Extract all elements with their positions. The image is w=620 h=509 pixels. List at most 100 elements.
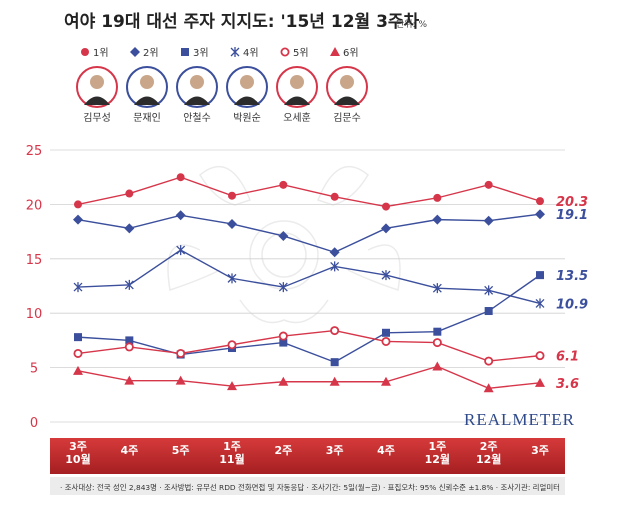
end-value-label: 6.1 bbox=[556, 350, 579, 365]
data-point bbox=[227, 381, 237, 391]
data-point bbox=[176, 245, 186, 256]
data-point bbox=[227, 218, 237, 229]
x-tick-label: 3주 bbox=[69, 440, 87, 453]
data-point bbox=[175, 375, 186, 385]
legend-name: 박원순 bbox=[233, 112, 261, 124]
end-value-label: 10.9 bbox=[556, 297, 588, 312]
legend-marker bbox=[81, 48, 89, 56]
data-point bbox=[382, 202, 390, 211]
data-point bbox=[124, 342, 134, 352]
data-point bbox=[278, 331, 288, 341]
series-문재인: 19.1 bbox=[73, 208, 588, 258]
end-value-label: 13.5 bbox=[556, 269, 588, 284]
data-point bbox=[74, 200, 82, 209]
series-line bbox=[77, 213, 541, 254]
data-point bbox=[484, 285, 494, 296]
data-point bbox=[176, 348, 186, 358]
data-point bbox=[330, 192, 339, 201]
data-point bbox=[535, 209, 545, 220]
avatar-face bbox=[90, 75, 104, 89]
data-point bbox=[433, 193, 442, 202]
series-김문수: 3.6 bbox=[73, 361, 579, 393]
avatar-body bbox=[234, 96, 260, 105]
avatar-body bbox=[334, 96, 360, 105]
x-tick-label: 2주 bbox=[480, 440, 498, 453]
legend-marker bbox=[280, 47, 290, 57]
data-point bbox=[432, 214, 443, 225]
avatar-body bbox=[284, 96, 310, 105]
data-point bbox=[381, 376, 391, 386]
legend-rank: 4위 bbox=[243, 46, 259, 59]
data-point bbox=[432, 283, 442, 294]
data-point bbox=[535, 377, 545, 387]
legend-marker bbox=[330, 47, 340, 56]
footnote: · 조사대상: 전국 성인 2,843명 · 조사방법: 유무선 RDD 전화면… bbox=[60, 483, 560, 492]
series-박원순: 10.9 bbox=[73, 245, 588, 312]
data-point bbox=[125, 189, 134, 198]
data-point bbox=[329, 247, 340, 258]
legend-rank: 5위 bbox=[293, 46, 309, 59]
legend-name: 문재인 bbox=[133, 112, 161, 124]
y-tick-label: 5 bbox=[30, 362, 38, 377]
x-tick-label: 11월 bbox=[219, 452, 244, 466]
data-point bbox=[278, 230, 289, 241]
data-point bbox=[330, 326, 340, 336]
unit-label: 단위: % bbox=[396, 19, 427, 30]
data-point bbox=[73, 282, 83, 293]
avatar-face bbox=[140, 75, 154, 89]
x-tick-label: 3주 bbox=[531, 444, 549, 457]
legend-rank: 1위 bbox=[93, 46, 109, 59]
data-point bbox=[381, 270, 391, 281]
legend-rank: 2위 bbox=[143, 46, 159, 59]
legend-name: 안철수 bbox=[183, 112, 211, 124]
x-tick-label: 5주 bbox=[172, 444, 190, 457]
series-line bbox=[77, 274, 541, 363]
data-point bbox=[432, 361, 443, 371]
data-point bbox=[278, 282, 288, 293]
grid bbox=[50, 149, 565, 423]
data-point bbox=[175, 210, 186, 221]
series-안철수: 13.5 bbox=[74, 269, 588, 367]
chart-title: 여야 19대 대선 주자 지지도: '15년 12월 3주차 bbox=[64, 12, 420, 32]
data-point bbox=[73, 365, 83, 375]
data-point bbox=[124, 279, 134, 290]
y-tick-label: 0 bbox=[30, 416, 38, 431]
data-point bbox=[125, 336, 134, 345]
x-tick-label: 12월 bbox=[425, 452, 450, 466]
series-layer: 20.319.1 13.5 10.9 6.1 3.6 bbox=[73, 173, 588, 393]
data-point bbox=[176, 173, 185, 182]
avatar-face bbox=[340, 75, 354, 89]
data-point bbox=[228, 191, 236, 200]
avatar-body bbox=[134, 96, 160, 105]
series-오세훈: 6.1 bbox=[73, 326, 579, 366]
brand-logo: REALMETER bbox=[464, 410, 575, 429]
end-value-label: 20.3 bbox=[556, 195, 588, 210]
avatar-face bbox=[290, 75, 304, 89]
y-tick-label: 10 bbox=[26, 307, 43, 322]
data-point bbox=[330, 261, 340, 272]
y-tick-label: 20 bbox=[26, 198, 43, 213]
legend-name: 오세훈 bbox=[283, 111, 311, 124]
legend-rank: 3위 bbox=[193, 46, 209, 59]
x-tick-label: 2주 bbox=[274, 444, 292, 457]
data-point bbox=[536, 271, 544, 280]
data-point bbox=[535, 298, 545, 309]
watermark-emblem bbox=[167, 165, 401, 324]
legend-marker bbox=[181, 48, 189, 56]
avatar-body bbox=[184, 96, 210, 105]
x-tick-label: 1주 bbox=[428, 440, 446, 453]
data-point bbox=[382, 328, 390, 337]
data-point bbox=[484, 307, 493, 316]
x-tick-label: 3주 bbox=[326, 444, 344, 457]
end-value-label: 19.1 bbox=[556, 208, 588, 223]
data-point bbox=[278, 376, 289, 386]
data-point bbox=[535, 351, 545, 361]
series-line bbox=[77, 249, 541, 305]
